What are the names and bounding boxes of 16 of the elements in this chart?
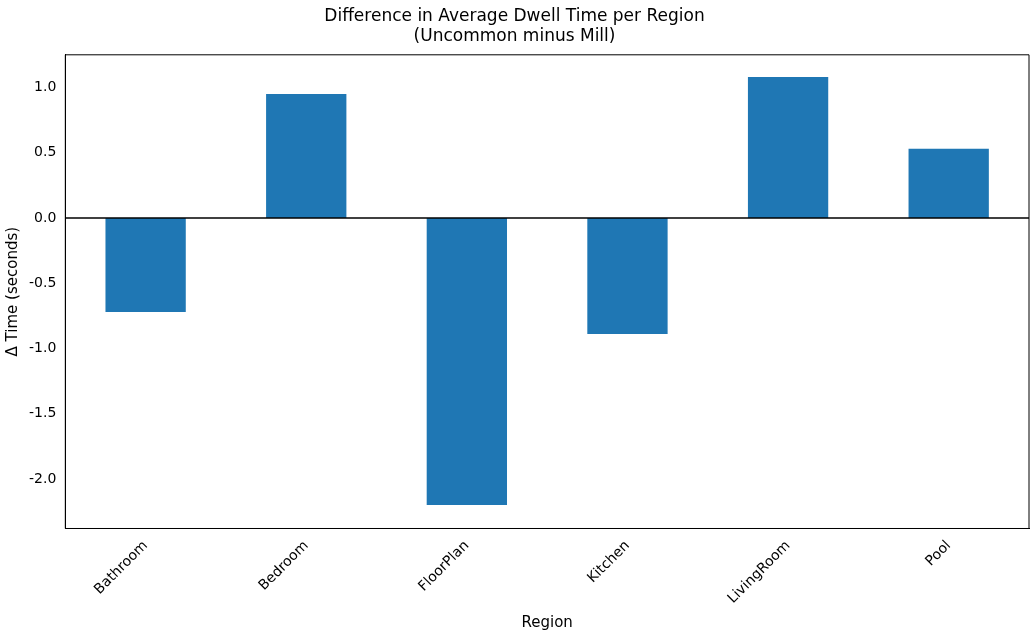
bar bbox=[266, 93, 347, 218]
bar bbox=[587, 217, 668, 335]
y-tick-label: 0.0 bbox=[34, 208, 57, 225]
bar bbox=[908, 148, 989, 218]
chart-title: Difference in Average Dwell Time per Region (Uncommon minus Mill) bbox=[324, 4, 705, 46]
y-tick-label: 1.0 bbox=[34, 78, 57, 95]
bar bbox=[747, 76, 829, 218]
y-tick-label: -1.5 bbox=[28, 404, 57, 421]
y-tick-label: 0.5 bbox=[34, 143, 57, 160]
y-tick-label: -0.5 bbox=[28, 273, 57, 290]
y-axis-title: Δ Time (seconds) bbox=[2, 226, 21, 357]
y-tick-label: -1.0 bbox=[28, 339, 57, 356]
bar bbox=[426, 217, 508, 506]
y-tick-label: -2.0 bbox=[28, 469, 57, 486]
x-axis-title: Region bbox=[521, 612, 573, 631]
bar bbox=[105, 217, 186, 312]
